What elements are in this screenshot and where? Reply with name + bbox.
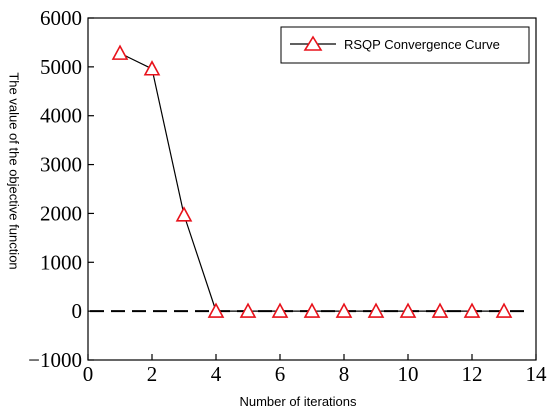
series-group — [111, 44, 513, 318]
data-point-marker — [143, 60, 161, 76]
x-axis-ticks: 0 2 4 6 8 10 12 14 — [83, 354, 547, 386]
y-tick-label: 2000 — [40, 201, 82, 225]
x-tick-label: 6 — [275, 362, 286, 386]
data-point-marker — [207, 302, 225, 318]
data-point-marker — [431, 302, 449, 318]
y-tick-label: 6000 — [40, 6, 82, 30]
legend-box — [280, 26, 530, 64]
y-tick-label: 3000 — [40, 153, 82, 177]
x-tick-label: 8 — [339, 362, 350, 386]
x-tick-label: 14 — [526, 362, 548, 386]
data-point-marker — [239, 302, 257, 318]
x-tick-label: 4 — [211, 362, 222, 386]
y-tick-label: 4000 — [40, 104, 82, 128]
series-line — [119, 52, 504, 312]
data-point-marker — [111, 44, 129, 60]
data-point-marker — [463, 302, 481, 318]
plot-frame — [87, 17, 537, 361]
y-tick-label: 5000 — [40, 55, 82, 79]
data-point-marker — [303, 302, 321, 318]
y-tick-label: 0 — [72, 299, 83, 323]
x-axis-title: Number of iterations — [239, 394, 357, 409]
data-point-marker — [399, 302, 417, 318]
y-axis-title: The value of the objective function — [7, 72, 22, 269]
legend-label: RSQP Convergence Curve — [344, 37, 500, 52]
data-point-marker — [335, 302, 353, 318]
data-point-marker — [367, 302, 385, 318]
y-tick-label: 1000 — [40, 250, 82, 274]
data-point-marker — [271, 302, 289, 318]
data-point-marker — [495, 302, 513, 318]
x-tick-label: 12 — [462, 362, 483, 386]
data-point-marker — [175, 206, 193, 222]
legend-triangle-marker — [303, 35, 323, 51]
x-tick-label: 0 — [83, 362, 94, 386]
x-tick-label: 10 — [398, 362, 419, 386]
y-axis-ticks: −1000 0 1000 2000 3000 4000 5000 6000 — [28, 6, 94, 372]
legend: RSQP Convergence Curve — [280, 26, 530, 64]
y-tick-label: −1000 — [28, 348, 82, 372]
x-tick-label: 2 — [147, 362, 158, 386]
